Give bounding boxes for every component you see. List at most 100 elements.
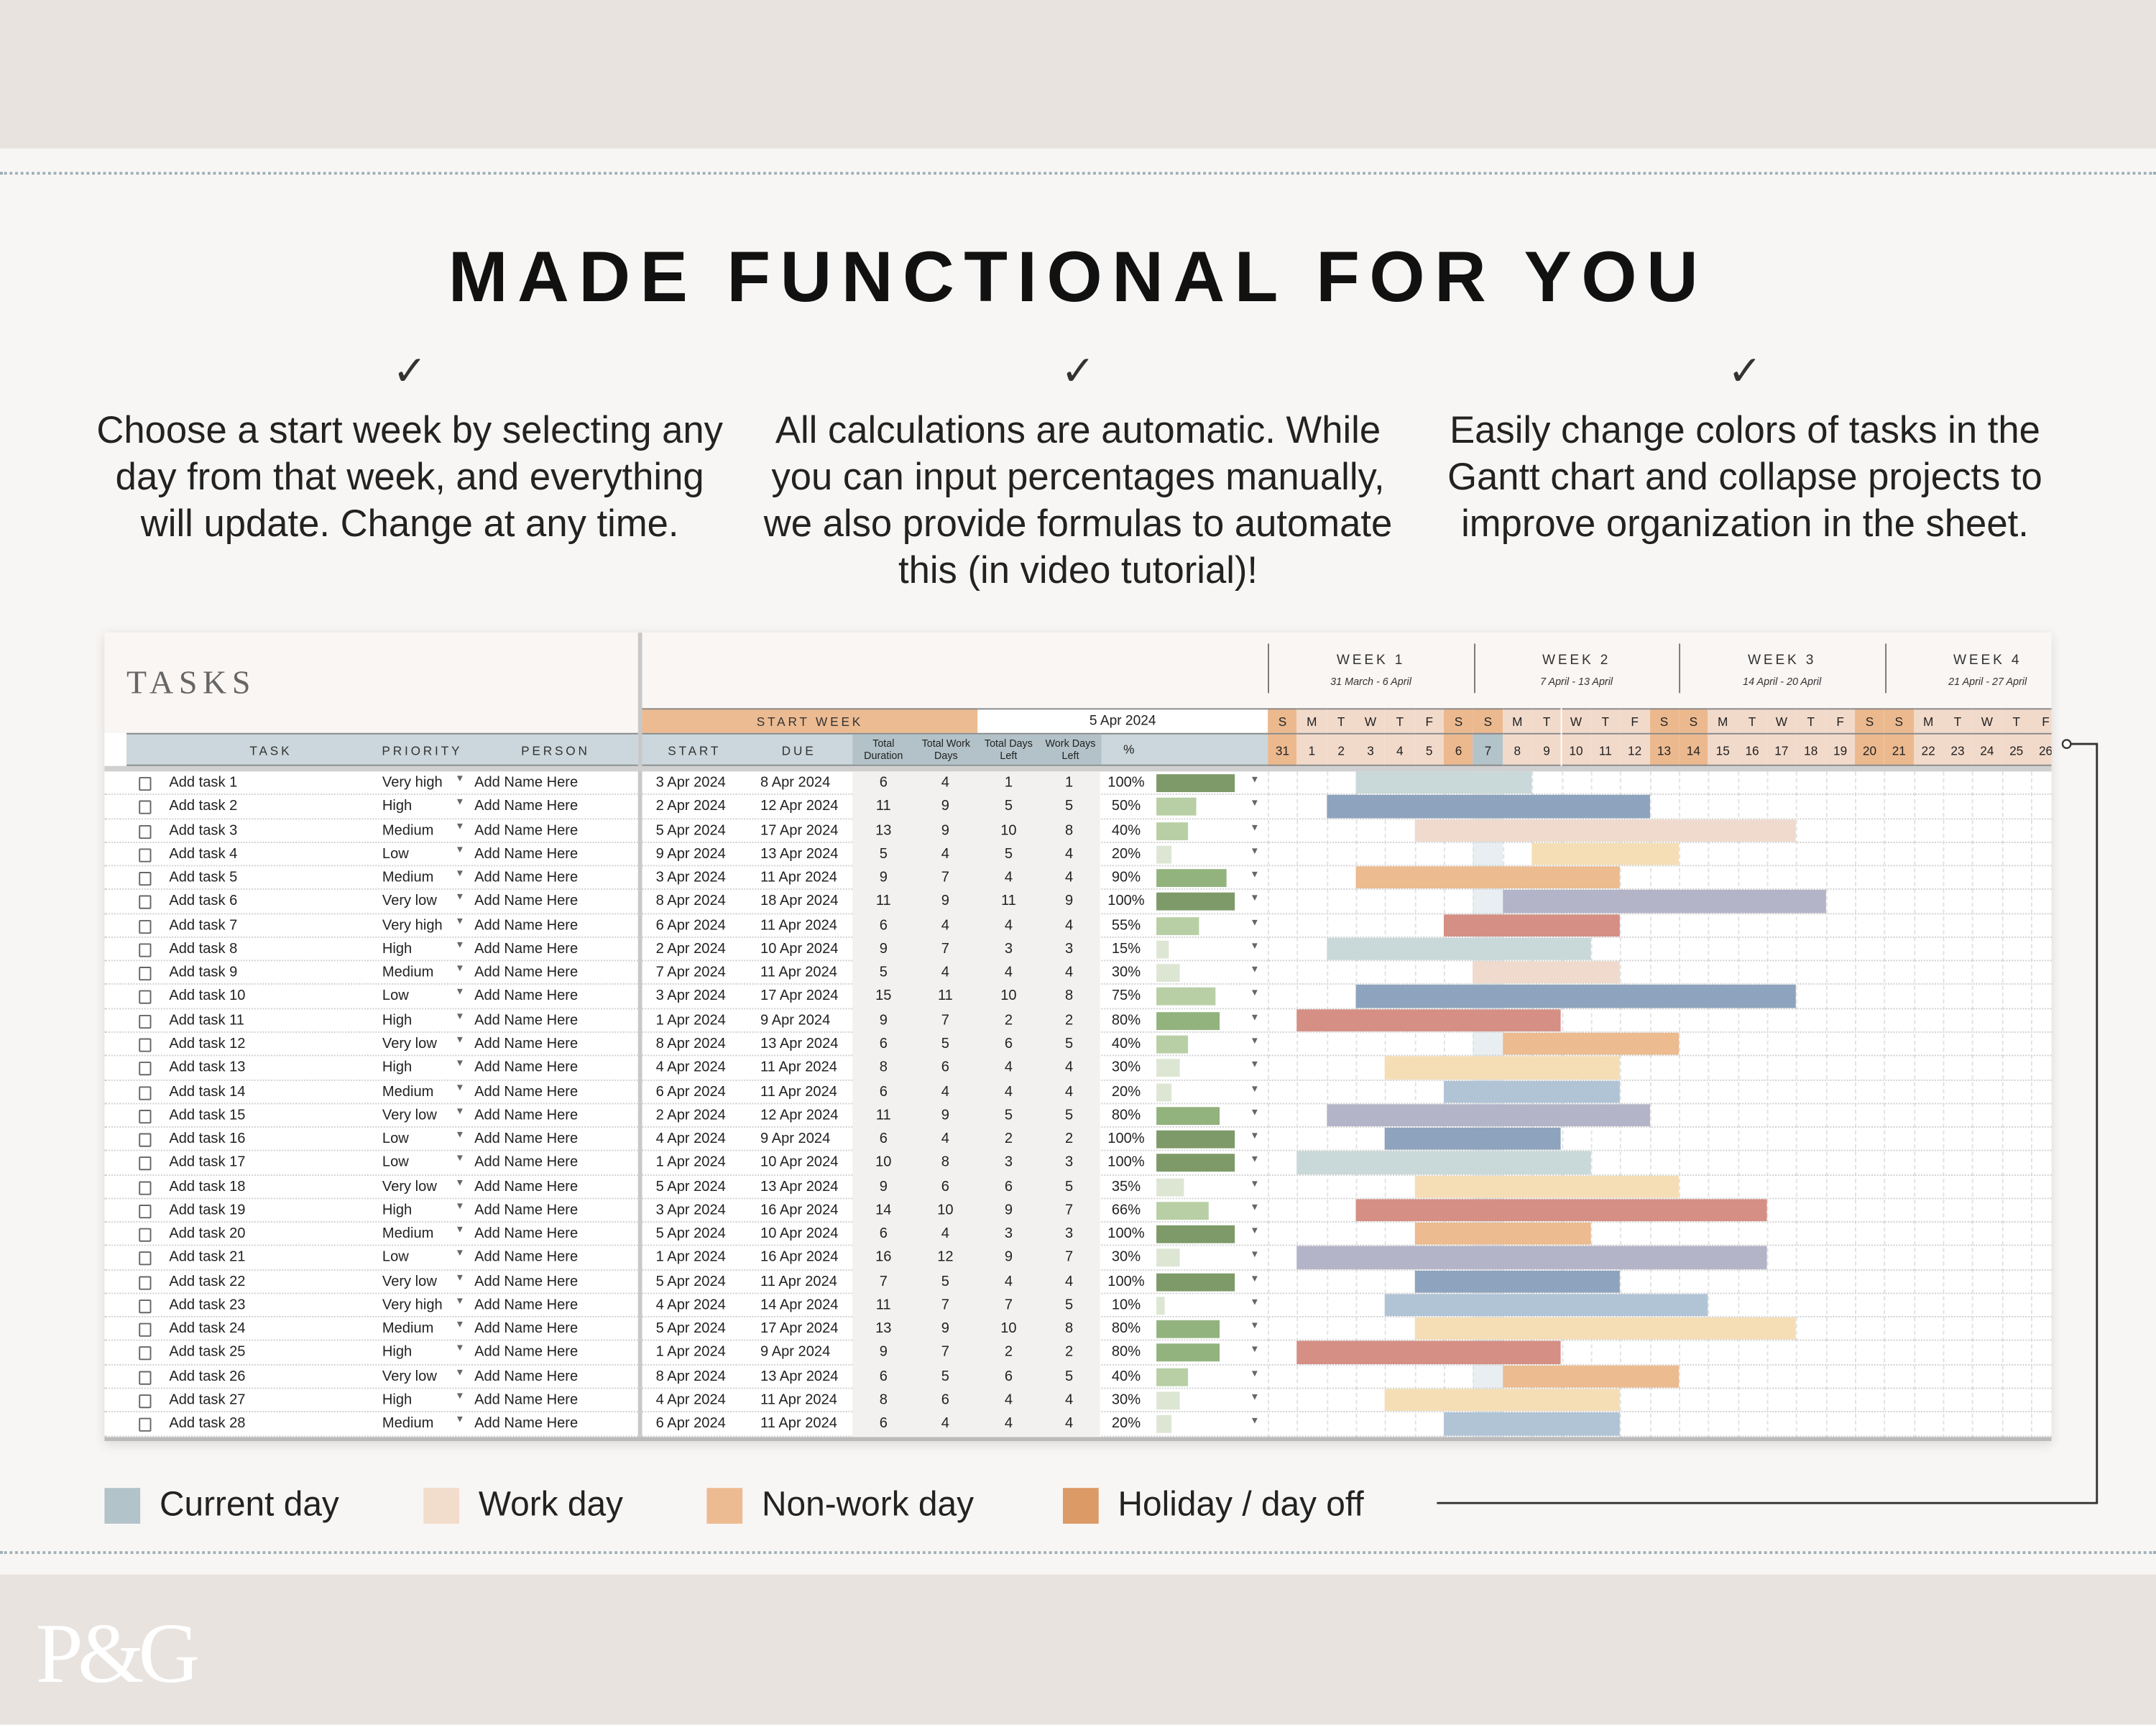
start-date[interactable]: 8 Apr 2024 bbox=[655, 893, 726, 910]
task-name[interactable]: Add task 2 bbox=[169, 798, 238, 815]
task-name[interactable]: Add task 27 bbox=[169, 1392, 246, 1409]
dropdown-arrow-icon[interactable]: ▼ bbox=[455, 1415, 465, 1425]
gantt-bar[interactable] bbox=[1444, 1412, 1621, 1435]
task-checkbox[interactable] bbox=[139, 1322, 152, 1338]
priority-select[interactable]: Medium bbox=[382, 1225, 434, 1242]
dropdown-arrow-icon[interactable]: ▼ bbox=[1250, 1060, 1260, 1070]
dropdown-arrow-icon[interactable]: ▼ bbox=[455, 1106, 465, 1117]
task-name[interactable]: Add task 21 bbox=[169, 1249, 246, 1266]
task-checkbox[interactable] bbox=[139, 1062, 152, 1076]
due-date[interactable]: 10 Apr 2024 bbox=[760, 1225, 839, 1242]
percent-value[interactable]: 100% bbox=[1107, 1130, 1145, 1147]
gantt-bar[interactable] bbox=[1296, 1341, 1562, 1364]
task-name[interactable]: Add task 18 bbox=[169, 1177, 246, 1195]
day-number[interactable]: 26 bbox=[2031, 732, 2052, 766]
priority-select[interactable]: Very high bbox=[382, 1297, 443, 1314]
percent-value[interactable]: 75% bbox=[1111, 988, 1141, 1005]
percent-value[interactable]: 50% bbox=[1111, 798, 1141, 815]
due-date[interactable]: 8 Apr 2024 bbox=[760, 774, 831, 791]
due-date[interactable]: 18 Apr 2024 bbox=[760, 893, 839, 910]
dropdown-arrow-icon[interactable]: ▼ bbox=[1250, 847, 1260, 857]
due-date[interactable]: 11 Apr 2024 bbox=[760, 964, 837, 981]
gantt-bar[interactable] bbox=[1502, 890, 1826, 913]
start-date[interactable]: 9 Apr 2024 bbox=[655, 845, 726, 862]
task-name[interactable]: Add task 24 bbox=[169, 1320, 246, 1338]
gantt-bar[interactable] bbox=[1473, 961, 1621, 984]
task-name[interactable]: Add task 17 bbox=[169, 1154, 246, 1171]
day-number[interactable]: 3 bbox=[1355, 732, 1386, 766]
dropdown-arrow-icon[interactable]: ▼ bbox=[455, 798, 465, 808]
gantt-bar[interactable] bbox=[1414, 1175, 1679, 1198]
person-name[interactable]: Add Name Here bbox=[474, 1273, 579, 1290]
start-date[interactable]: 7 Apr 2024 bbox=[655, 964, 726, 981]
person-name[interactable]: Add Name Here bbox=[474, 1392, 579, 1409]
gantt-bar[interactable] bbox=[1296, 1246, 1767, 1269]
dropdown-arrow-icon[interactable]: ▼ bbox=[455, 940, 465, 950]
task-name[interactable]: Add task 12 bbox=[169, 1035, 246, 1052]
gantt-bar[interactable] bbox=[1326, 795, 1650, 818]
day-number[interactable]: 11 bbox=[1590, 732, 1621, 766]
priority-select[interactable]: High bbox=[382, 798, 413, 815]
gantt-bar[interactable] bbox=[1296, 1151, 1591, 1174]
start-date[interactable]: 1 Apr 2024 bbox=[655, 1344, 726, 1361]
gantt-bar[interactable] bbox=[1385, 1294, 1708, 1317]
dropdown-arrow-icon[interactable]: ▼ bbox=[1250, 870, 1260, 880]
task-checkbox[interactable] bbox=[139, 1109, 152, 1123]
gantt-bar[interactable] bbox=[1414, 1317, 1797, 1340]
gantt-bar[interactable] bbox=[1385, 1389, 1621, 1412]
dropdown-arrow-icon[interactable]: ▼ bbox=[455, 1177, 465, 1188]
gantt-bar[interactable] bbox=[1444, 914, 1621, 937]
person-name[interactable]: Add Name Here bbox=[474, 1082, 579, 1100]
task-checkbox[interactable] bbox=[139, 1418, 152, 1432]
percent-value[interactable]: 40% bbox=[1111, 1035, 1141, 1052]
due-date[interactable]: 13 Apr 2024 bbox=[760, 1035, 839, 1052]
day-number[interactable]: 2 bbox=[1326, 732, 1356, 766]
due-date[interactable]: 17 Apr 2024 bbox=[760, 1320, 839, 1338]
person-name[interactable]: Add Name Here bbox=[474, 1201, 579, 1218]
dropdown-arrow-icon[interactable]: ▼ bbox=[455, 1273, 465, 1283]
day-number[interactable]: 9 bbox=[1531, 732, 1562, 766]
gantt-bar[interactable] bbox=[1502, 1032, 1679, 1055]
dropdown-arrow-icon[interactable]: ▼ bbox=[455, 1154, 465, 1164]
task-name[interactable]: Add task 25 bbox=[169, 1344, 246, 1361]
start-date[interactable]: 4 Apr 2024 bbox=[655, 1059, 726, 1076]
start-date[interactable]: 6 Apr 2024 bbox=[655, 1082, 726, 1100]
dropdown-arrow-icon[interactable]: ▼ bbox=[455, 845, 465, 855]
day-number[interactable]: 31 bbox=[1268, 732, 1297, 766]
due-date[interactable]: 11 Apr 2024 bbox=[760, 1082, 837, 1100]
percent-value[interactable]: 100% bbox=[1107, 774, 1145, 791]
start-date[interactable]: 2 Apr 2024 bbox=[655, 1106, 726, 1123]
task-name[interactable]: Add task 3 bbox=[169, 822, 238, 839]
priority-select[interactable]: High bbox=[382, 1344, 413, 1361]
percent-value[interactable]: 80% bbox=[1111, 1320, 1141, 1338]
dropdown-arrow-icon[interactable]: ▼ bbox=[1250, 1346, 1260, 1356]
priority-select[interactable]: High bbox=[382, 1392, 413, 1409]
task-name[interactable]: Add task 9 bbox=[169, 964, 238, 981]
start-date[interactable]: 4 Apr 2024 bbox=[655, 1130, 726, 1147]
gantt-bar[interactable] bbox=[1385, 1056, 1621, 1079]
gantt-bar[interactable] bbox=[1385, 1127, 1562, 1151]
task-checkbox[interactable] bbox=[139, 1299, 152, 1314]
percent-value[interactable]: 100% bbox=[1107, 1273, 1145, 1290]
person-name[interactable]: Add Name Here bbox=[474, 845, 579, 862]
due-date[interactable]: 11 Apr 2024 bbox=[760, 1273, 837, 1290]
percent-value[interactable]: 30% bbox=[1111, 1392, 1141, 1409]
dropdown-arrow-icon[interactable]: ▼ bbox=[455, 893, 465, 903]
dropdown-arrow-icon[interactable]: ▼ bbox=[1250, 1108, 1260, 1118]
dropdown-arrow-icon[interactable]: ▼ bbox=[455, 1297, 465, 1307]
priority-select[interactable]: Very high bbox=[382, 916, 443, 934]
day-number[interactable]: 10 bbox=[1561, 732, 1591, 766]
day-number[interactable]: 12 bbox=[1620, 732, 1650, 766]
task-name[interactable]: Add task 20 bbox=[169, 1225, 246, 1242]
percent-value[interactable]: 30% bbox=[1111, 1059, 1141, 1076]
percent-value[interactable]: 90% bbox=[1111, 869, 1141, 886]
dropdown-arrow-icon[interactable]: ▼ bbox=[1250, 1202, 1260, 1213]
day-number[interactable]: 19 bbox=[1825, 732, 1856, 766]
start-date[interactable]: 3 Apr 2024 bbox=[655, 774, 726, 791]
task-name[interactable]: Add task 26 bbox=[169, 1368, 246, 1385]
task-name[interactable]: Add task 8 bbox=[169, 940, 238, 957]
person-name[interactable]: Add Name Here bbox=[474, 1415, 579, 1432]
start-date[interactable]: 5 Apr 2024 bbox=[655, 1225, 726, 1242]
due-date[interactable]: 11 Apr 2024 bbox=[760, 916, 837, 934]
gantt-bar[interactable] bbox=[1355, 771, 1532, 794]
